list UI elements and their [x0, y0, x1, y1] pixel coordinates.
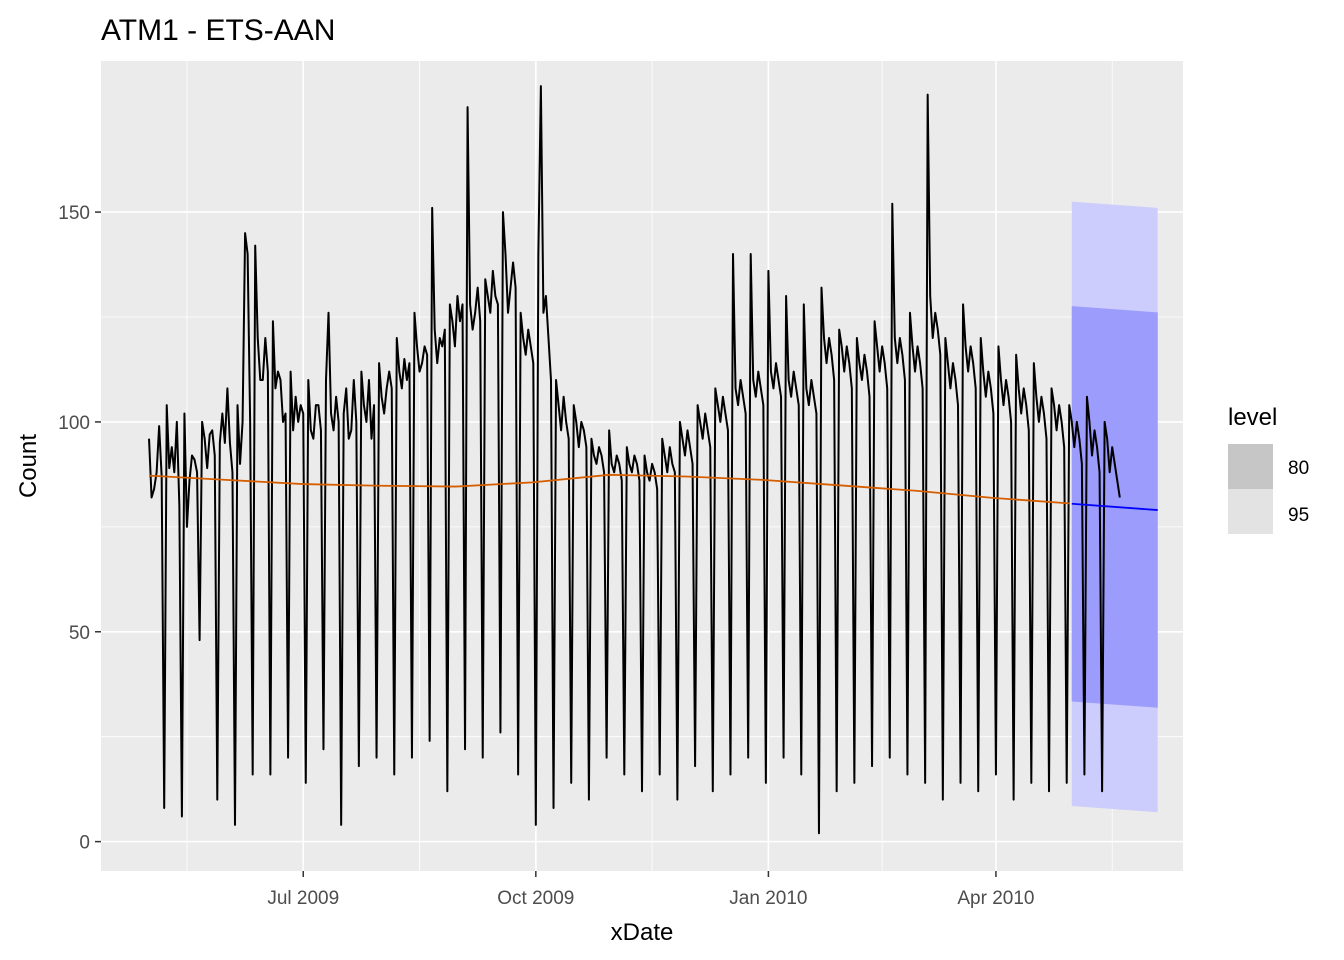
- y-tick-label: 100: [58, 413, 90, 434]
- x-axis-title: xDate: [611, 919, 674, 946]
- y-axis: 0 50 100 150: [58, 203, 101, 854]
- x-tick-label: Oct 2009: [497, 888, 574, 909]
- y-tick-label: 50: [69, 623, 90, 644]
- legend-key-95: [1228, 489, 1273, 534]
- legend-title: level: [1228, 404, 1277, 431]
- legend-label-80: 80: [1288, 458, 1309, 479]
- x-tick-label: Jul 2009: [267, 888, 339, 909]
- chart-title: ATM1 - ETS-AAN: [101, 14, 335, 47]
- forecast-line: [1071, 502, 1158, 511]
- x-tick-label: Apr 2010: [957, 888, 1034, 909]
- legend: level 80 95: [1228, 404, 1309, 534]
- y-tick-label: 0: [79, 833, 90, 854]
- legend-label-95: 95: [1288, 505, 1309, 526]
- observed-series-line: [148, 85, 1121, 835]
- x-tick-label: Jan 2010: [729, 888, 807, 909]
- y-axis-title: Count: [15, 434, 42, 498]
- x-axis: Jul 2009 Oct 2009 Jan 2010 Apr 2010: [267, 871, 1034, 909]
- fitted-series-line: [148, 473, 1070, 505]
- y-tick-label: 150: [58, 203, 90, 224]
- legend-key-80: [1228, 444, 1273, 489]
